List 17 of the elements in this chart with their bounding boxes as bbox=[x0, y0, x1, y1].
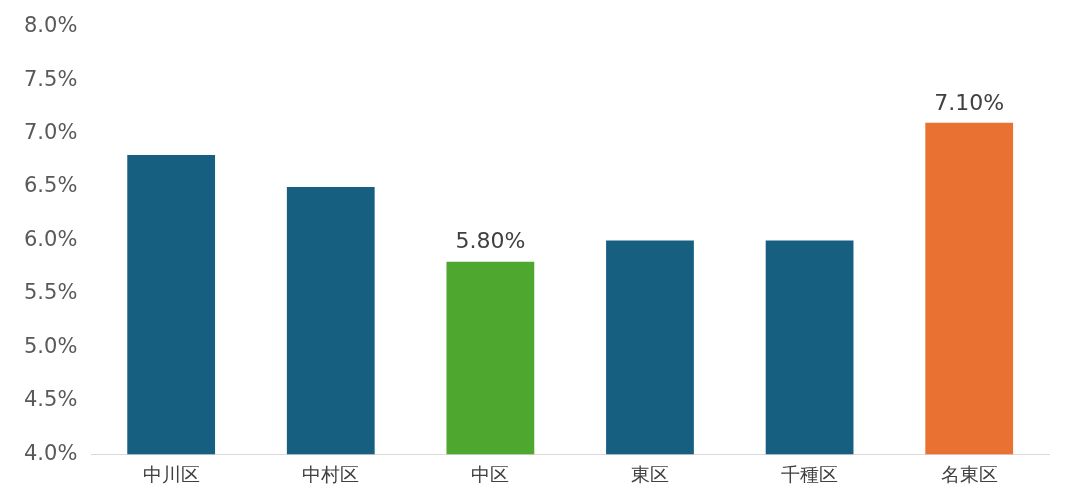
x-tick-label: 中村区 bbox=[302, 462, 360, 485]
y-tick-label: 5.5% bbox=[23, 280, 78, 305]
x-tick-label: 中区 bbox=[471, 462, 510, 485]
y-tick-label: 4.5% bbox=[23, 387, 78, 412]
y-tick-label: 8.0% bbox=[23, 13, 78, 38]
data-label: 5.80% bbox=[455, 228, 526, 254]
y-tick-label: 7.5% bbox=[23, 66, 78, 91]
y-tick-label: 6.5% bbox=[23, 173, 78, 198]
x-tick-label: 名東区 bbox=[940, 462, 998, 485]
y-tick-label: 4.0% bbox=[23, 440, 78, 465]
x-tick-label: 中川区 bbox=[142, 462, 200, 485]
y-tick-label: 7.0% bbox=[23, 119, 78, 144]
x-tick-label: 東区 bbox=[630, 462, 669, 485]
x-tick-label: 千種区 bbox=[781, 462, 839, 485]
data-label: 7.10% bbox=[934, 89, 1005, 115]
y-tick-label: 6.0% bbox=[23, 226, 78, 251]
y-tick-label: 5.0% bbox=[23, 333, 78, 358]
